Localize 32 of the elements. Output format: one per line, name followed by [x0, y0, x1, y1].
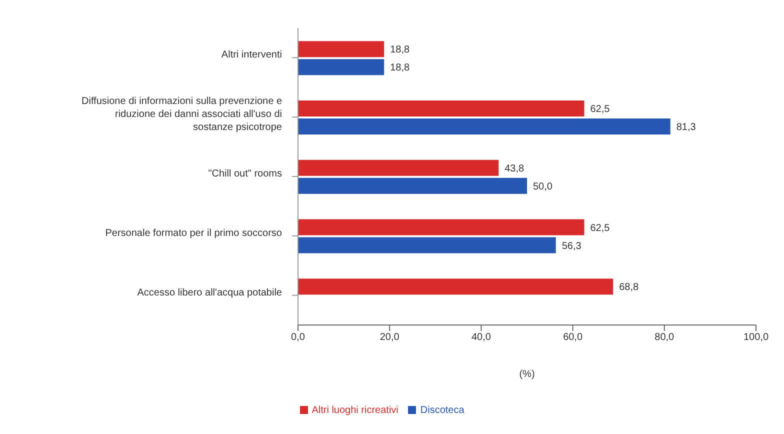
legend-label: Altri luoghi ricreativi — [312, 405, 398, 416]
x-tick-label: 60,0 — [563, 332, 583, 344]
x-tick-label: 0,0 — [291, 332, 306, 344]
bar — [298, 178, 527, 194]
data-label: 18,8 — [390, 62, 410, 74]
x-tick-label: 40,0 — [471, 332, 492, 344]
data-label: 43,8 — [504, 163, 525, 174]
y-tick-label: Personale formato per il primo soccorso — [105, 228, 282, 239]
bar — [298, 278, 614, 295]
bar — [298, 160, 499, 176]
x-tick-label: 20,0 — [380, 332, 400, 344]
x-axis-title: (%) — [519, 369, 535, 380]
y-tick-label: "Chill out" rooms — [208, 168, 282, 180]
data-label: 18,8 — [390, 44, 410, 56]
data-label: 50,0 — [533, 181, 553, 192]
bar — [298, 219, 584, 236]
data-label: 62,5 — [590, 222, 610, 234]
bar — [298, 118, 670, 134]
x-tick-label: 100,0 — [743, 332, 769, 344]
bar — [298, 59, 384, 76]
data-label: 62,5 — [590, 104, 610, 115]
data-label: 81,3 — [676, 122, 696, 133]
y-tick-label: Accesso libero all'acqua potabile — [137, 287, 282, 298]
x-tick-label: 80,0 — [654, 332, 675, 344]
bar — [298, 100, 584, 116]
bar — [298, 237, 556, 254]
bar — [298, 41, 384, 58]
y-tick-label: Diffusione di informazioni sulla prevenzione e riduzione dei danni associati all'uso di sostanze psicotrope — [82, 96, 282, 134]
data-label: 56,3 — [562, 240, 582, 252]
legend-label: Discoteca — [420, 405, 464, 416]
data-label: 68,8 — [619, 282, 640, 294]
y-tick-label: Altri interventi — [221, 50, 282, 61]
